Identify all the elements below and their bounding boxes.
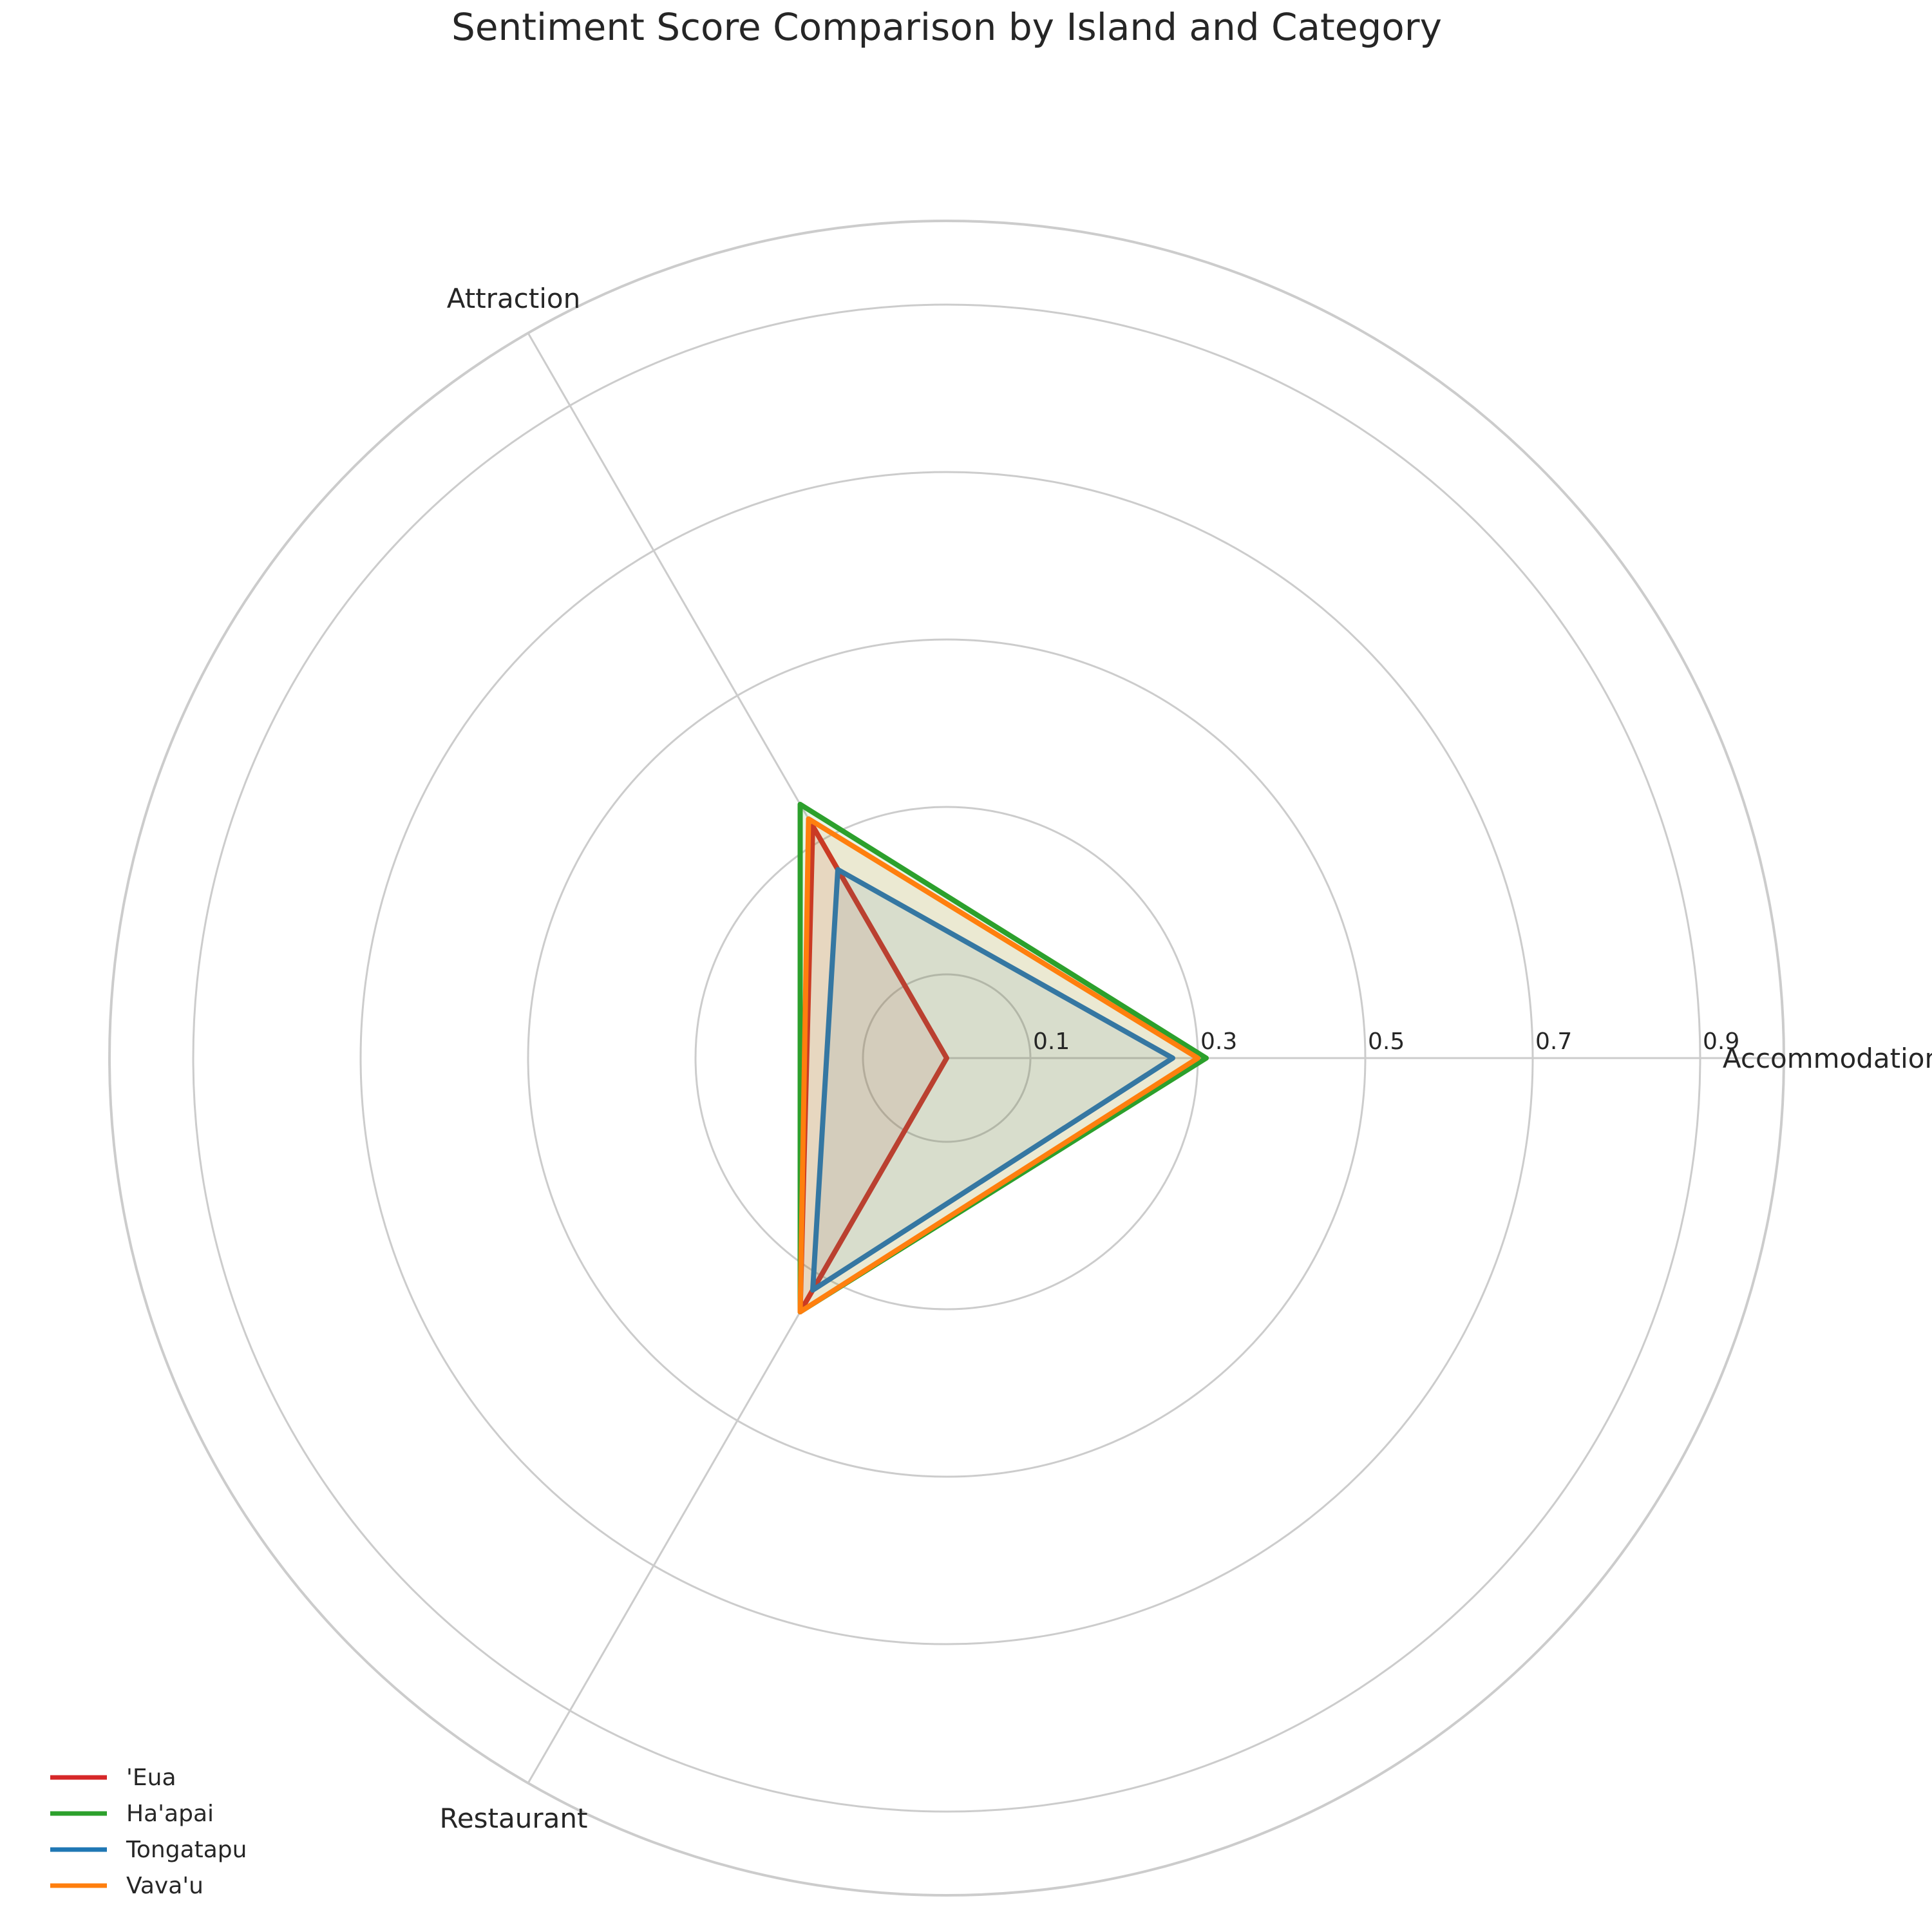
- tick-label-1: 0.3: [1200, 1028, 1237, 1055]
- series-line-2: [810, 867, 1175, 1293]
- legend: 'Eua Ha'apai Tongatapu Vava'u: [50, 1765, 247, 1899]
- category-label-1: Attraction: [447, 283, 580, 314]
- tick-label-0: 0.1: [1033, 1028, 1070, 1055]
- tick-label-2: 0.5: [1368, 1028, 1405, 1055]
- series-fill-3: [800, 819, 1198, 1312]
- series-fill-0: [800, 826, 947, 1312]
- series-line-3: [797, 816, 1200, 1314]
- legend-label-2: Tongatapu: [126, 1837, 247, 1863]
- legend-label-0: 'Eua: [126, 1765, 176, 1791]
- series-3: [797, 816, 1200, 1314]
- tick-label-3: 0.7: [1535, 1028, 1572, 1055]
- tick-label-4: 0.9: [1703, 1028, 1739, 1055]
- category-label-0: Accommodation: [1723, 1043, 1932, 1074]
- series-fill-2: [813, 869, 1173, 1291]
- radar-series: [797, 802, 1209, 1314]
- category-label-2: Restaurant: [440, 1803, 588, 1834]
- legend-label-1: Ha'apai: [126, 1801, 214, 1827]
- series-2: [810, 867, 1175, 1293]
- legend-label-3: Vava'u: [126, 1873, 204, 1899]
- chart-title: Sentiment Score Comparison by Island and…: [451, 5, 1442, 49]
- series-fill-1: [800, 804, 1206, 1312]
- radar-labels: Accommodation Attraction Restaurant 0.1 0.3 0…: [440, 283, 1932, 1834]
